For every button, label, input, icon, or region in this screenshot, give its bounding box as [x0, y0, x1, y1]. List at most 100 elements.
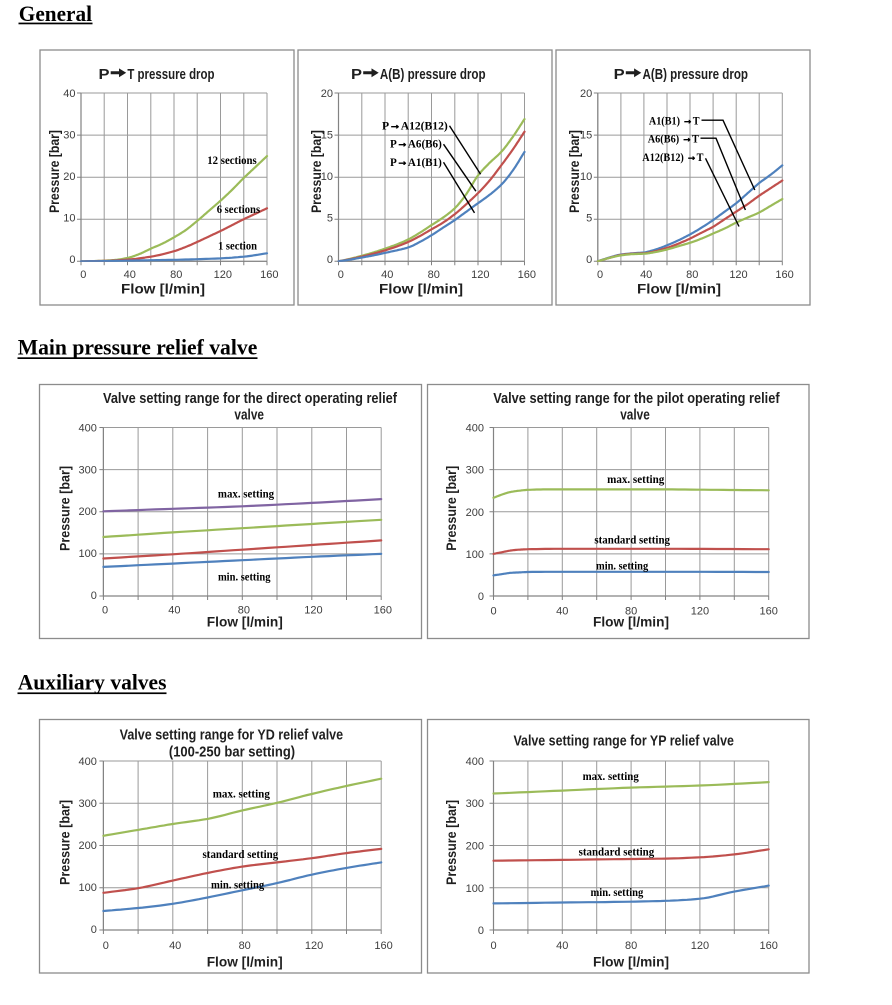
svg-text:300: 300	[466, 465, 484, 477]
svg-text:Pressure [bar]: Pressure [bar]	[57, 466, 73, 551]
svg-text:160: 160	[760, 606, 778, 618]
svg-text:10: 10	[321, 171, 333, 183]
svg-text:120: 120	[214, 269, 232, 281]
svg-text:400: 400	[466, 756, 484, 768]
svg-text:General: General	[19, 1, 92, 26]
svg-text:min. setting: min. setting	[591, 887, 644, 899]
svg-text:300: 300	[466, 798, 484, 810]
svg-text:120: 120	[691, 606, 709, 618]
svg-text:400: 400	[79, 756, 97, 768]
svg-text:120: 120	[305, 940, 323, 952]
svg-text:A12(B12) →T: A12(B12) →T	[642, 151, 703, 164]
svg-text:min. setting: min. setting	[596, 560, 648, 572]
svg-text:20: 20	[321, 88, 333, 100]
svg-text:0: 0	[102, 605, 108, 617]
svg-text:Pressure [bar]: Pressure [bar]	[57, 800, 73, 885]
svg-text:0: 0	[91, 924, 97, 936]
svg-text:min. setting: min. setting	[211, 880, 264, 892]
svg-text:10: 10	[580, 171, 592, 183]
svg-text:valve: valve	[234, 408, 264, 424]
svg-text:max. setting: max. setting	[213, 789, 270, 801]
svg-text:Flow [l/min]: Flow [l/min]	[593, 954, 669, 970]
svg-text:Main pressure relief valve: Main pressure relief valve	[18, 334, 258, 359]
svg-text:80: 80	[625, 940, 637, 952]
svg-text:0: 0	[69, 254, 75, 266]
svg-text:15: 15	[321, 130, 333, 142]
svg-text:80: 80	[686, 269, 698, 281]
svg-text:max. setting: max. setting	[607, 474, 664, 486]
svg-text:P→A6(B6): P→A6(B6)	[390, 138, 442, 151]
svg-text:40: 40	[640, 269, 652, 281]
svg-text:120: 120	[471, 269, 489, 281]
svg-text:A1(B1) →T: A1(B1) →T	[649, 115, 700, 128]
svg-text:Pressure [bar]: Pressure [bar]	[46, 130, 62, 213]
svg-text:min. setting: min. setting	[218, 571, 271, 583]
svg-text:P: P	[614, 67, 625, 83]
svg-text:A6(B6) →T: A6(B6) →T	[648, 133, 699, 146]
svg-text:80: 80	[170, 269, 182, 281]
svg-text:160: 160	[518, 269, 536, 281]
svg-text:Auxiliary valves: Auxiliary valves	[18, 669, 167, 694]
svg-text:160: 160	[775, 269, 793, 281]
svg-text:Flow [l/min]: Flow [l/min]	[593, 614, 669, 630]
svg-text:200: 200	[466, 841, 484, 853]
svg-text:100: 100	[466, 883, 484, 895]
svg-text:20: 20	[63, 171, 75, 183]
svg-text:80: 80	[625, 606, 637, 618]
svg-text:0: 0	[338, 269, 344, 281]
svg-text:160: 160	[374, 605, 392, 617]
svg-text:Pressure [bar]: Pressure [bar]	[443, 466, 459, 551]
svg-text:standard setting: standard setting	[594, 535, 670, 547]
svg-text:300: 300	[79, 464, 97, 476]
svg-text:40: 40	[556, 940, 568, 952]
svg-text:Flow [l/min]: Flow [l/min]	[379, 281, 463, 297]
svg-text:T pressure drop: T pressure drop	[127, 67, 214, 83]
svg-text:max. setting: max. setting	[583, 771, 639, 783]
svg-text:Flow [l/min]: Flow [l/min]	[637, 281, 721, 297]
svg-text:12 sections: 12 sections	[207, 155, 257, 167]
svg-text:80: 80	[428, 269, 440, 281]
svg-text:200: 200	[79, 840, 97, 852]
svg-text:80: 80	[239, 940, 251, 952]
svg-text:Pressure [bar]: Pressure [bar]	[566, 130, 582, 213]
svg-text:120: 120	[729, 269, 747, 281]
svg-text:A(B) pressure drop: A(B) pressure drop	[380, 67, 486, 83]
svg-text:standard setting: standard setting	[579, 847, 655, 859]
svg-text:40: 40	[169, 940, 181, 952]
svg-text:100: 100	[79, 882, 97, 894]
svg-text:0: 0	[490, 940, 496, 952]
svg-text:valve: valve	[620, 408, 650, 424]
svg-text:400: 400	[466, 423, 484, 435]
svg-text:160: 160	[760, 940, 778, 952]
svg-text:0: 0	[490, 606, 496, 618]
svg-text:200: 200	[466, 507, 484, 519]
svg-text:Valve setting range for the di: Valve setting range for the direct opera…	[103, 391, 397, 407]
svg-text:0: 0	[597, 269, 603, 281]
svg-text:0: 0	[80, 269, 86, 281]
svg-text:P→A1(B1): P→A1(B1)	[390, 156, 442, 169]
svg-text:120: 120	[304, 605, 322, 617]
svg-text:max. setting: max. setting	[218, 488, 274, 500]
svg-text:6 sections: 6 sections	[217, 204, 261, 216]
svg-text:(100-250 bar setting): (100-250 bar setting)	[169, 744, 295, 760]
svg-text:Valve setting range for YP rel: Valve setting range for YP relief valve	[513, 733, 734, 749]
svg-text:Flow [l/min]: Flow [l/min]	[207, 614, 283, 630]
svg-text:5: 5	[586, 213, 592, 225]
svg-text:Pressure [bar]: Pressure [bar]	[443, 800, 459, 885]
svg-text:10: 10	[63, 213, 75, 225]
svg-text:A(B) pressure drop: A(B) pressure drop	[643, 67, 749, 83]
svg-text:Pressure [bar]: Pressure [bar]	[308, 130, 324, 213]
svg-text:100: 100	[466, 549, 484, 561]
svg-text:40: 40	[556, 606, 568, 618]
svg-text:0: 0	[478, 925, 484, 937]
svg-text:200: 200	[79, 506, 97, 518]
svg-text:standard setting: standard setting	[203, 849, 279, 861]
svg-text:40: 40	[63, 88, 75, 100]
svg-text:160: 160	[260, 269, 278, 281]
svg-text:0: 0	[103, 940, 109, 952]
svg-text:400: 400	[79, 423, 97, 435]
svg-text:120: 120	[691, 940, 709, 952]
svg-text:40: 40	[381, 269, 393, 281]
svg-text:Flow [l/min]: Flow [l/min]	[121, 281, 205, 297]
svg-text:40: 40	[124, 269, 136, 281]
